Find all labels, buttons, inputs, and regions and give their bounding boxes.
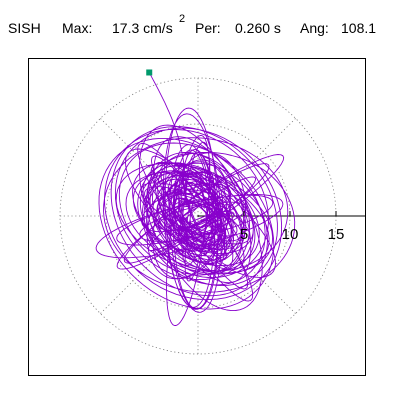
- trace-end-marker: [146, 69, 153, 76]
- chart-header: SISH Max: 17.3 cm/s 2 Per: 0.260 s Ang: …: [0, 0, 400, 48]
- plot-frame: [28, 58, 366, 376]
- max-value: 17.3 cm/s: [112, 20, 173, 36]
- motion-trace-path: [95, 72, 296, 326]
- radial-ticks: 5 10 15: [240, 211, 345, 243]
- max-unit-exponent: 2: [179, 13, 186, 25]
- angle-label: Ang:: [300, 20, 329, 36]
- motion-trace: [95, 72, 296, 326]
- angle-value: 108.1: [341, 20, 377, 36]
- trace-marker-group: [146, 69, 153, 76]
- station-name: SISH: [8, 20, 41, 36]
- max-label: Max:: [62, 20, 93, 36]
- radial-tick-label: 5: [240, 226, 248, 243]
- period-label: Per:: [195, 20, 221, 36]
- radial-tick-label: 15: [328, 226, 345, 243]
- radial-tick-label: 10: [282, 226, 299, 243]
- period-value: 0.260 s: [235, 20, 281, 36]
